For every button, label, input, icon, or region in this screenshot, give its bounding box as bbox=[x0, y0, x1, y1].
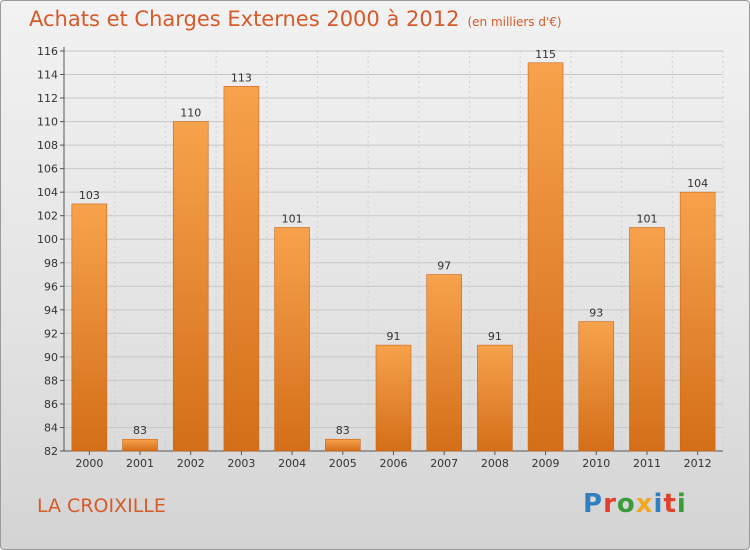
data-label-2003: 113 bbox=[231, 71, 252, 84]
y-tick-label: 92 bbox=[44, 327, 58, 340]
y-tick-label: 88 bbox=[44, 374, 58, 387]
bar-2004 bbox=[274, 227, 310, 452]
y-tick-label: 84 bbox=[44, 421, 58, 434]
x-tick-label-2006: 2006 bbox=[380, 457, 408, 470]
x-tick-label-2008: 2008 bbox=[481, 457, 509, 470]
bar-2007 bbox=[426, 274, 462, 452]
y-tick-label: 90 bbox=[44, 351, 58, 364]
data-label-2000: 103 bbox=[79, 189, 100, 202]
data-label-2006: 91 bbox=[387, 330, 401, 343]
x-tick-label-2001: 2001 bbox=[126, 457, 154, 470]
x-tick-label-2003: 2003 bbox=[227, 457, 255, 470]
x-tick-label-2010: 2010 bbox=[582, 457, 610, 470]
logo-letter: x bbox=[635, 489, 654, 519]
y-tick-label: 100 bbox=[37, 233, 58, 246]
logo-letter: i bbox=[653, 489, 664, 519]
x-tick-label-2007: 2007 bbox=[430, 457, 458, 470]
x-tick-label-2009: 2009 bbox=[532, 457, 560, 470]
bars bbox=[71, 62, 716, 452]
bar-2011 bbox=[629, 227, 665, 452]
data-label-2002: 110 bbox=[180, 107, 201, 120]
bar-2003 bbox=[223, 85, 260, 452]
chart-title-text: Achats et Charges Externes 2000 à 2012 bbox=[29, 7, 460, 31]
bar-2005 bbox=[325, 438, 361, 452]
y-tick-label: 82 bbox=[44, 445, 58, 458]
x-tick-label-2005: 2005 bbox=[329, 457, 357, 470]
bar-2008 bbox=[477, 344, 513, 452]
logo-letter: i bbox=[676, 489, 687, 519]
data-label-2007: 97 bbox=[437, 260, 451, 273]
y-tick-label: 104 bbox=[37, 186, 58, 199]
logo-letter: r bbox=[603, 489, 617, 519]
x-tick-label-2012: 2012 bbox=[684, 457, 712, 470]
data-label-2010: 93 bbox=[589, 307, 603, 320]
axes: 82 84 86 88 90 92 94 96 98 100 102 104 106 108 110 112 1… bbox=[37, 45, 723, 470]
y-tick-label: 98 bbox=[44, 257, 58, 270]
data-label-2004: 101 bbox=[282, 212, 303, 225]
x-tick-label-2011: 2011 bbox=[633, 457, 661, 470]
x-tick-label-2000: 2000 bbox=[75, 457, 103, 470]
bar-2010 bbox=[578, 321, 615, 452]
labels: 103 83 110 113 101 83 91 97 91 115 93 101 104 bbox=[79, 48, 708, 437]
logo-letter: o bbox=[616, 489, 636, 519]
y-tick-label: 116 bbox=[37, 45, 58, 58]
bar-2000 bbox=[71, 203, 108, 452]
y-tick-label: 108 bbox=[37, 139, 58, 152]
y-tick-label: 86 bbox=[44, 398, 58, 411]
x-tick-label-2004: 2004 bbox=[278, 457, 306, 470]
y-tick-label: 110 bbox=[37, 116, 58, 129]
data-label-2008: 91 bbox=[488, 330, 502, 343]
bar-2012 bbox=[679, 191, 716, 452]
y-tick-label: 106 bbox=[37, 163, 58, 176]
y-tick-label: 114 bbox=[37, 69, 58, 82]
bar-2002 bbox=[172, 121, 209, 452]
data-label-2005: 83 bbox=[336, 424, 350, 437]
bar-2006 bbox=[375, 344, 412, 452]
bar-2001 bbox=[122, 438, 158, 452]
x-tick-label-2002: 2002 bbox=[177, 457, 205, 470]
data-label-2011: 101 bbox=[636, 212, 657, 225]
logo-letter: t bbox=[663, 489, 677, 519]
logo-letter: P bbox=[583, 489, 604, 519]
y-tick-label: 96 bbox=[44, 280, 58, 293]
y-tick-label: 102 bbox=[37, 210, 58, 223]
data-label-2001: 83 bbox=[133, 424, 147, 437]
data-label-2012: 104 bbox=[687, 177, 708, 190]
data-label-2009: 115 bbox=[535, 48, 556, 61]
proxiti-logo: Proxiti bbox=[583, 489, 687, 519]
chart-unit: (en milliers d'€) bbox=[467, 15, 562, 29]
y-tick-label: 94 bbox=[44, 304, 58, 317]
y-tick-label: 112 bbox=[37, 92, 58, 105]
bar-2009 bbox=[527, 62, 564, 452]
location-name: LA CROIXILLE bbox=[37, 495, 166, 517]
chart-title: Achats et Charges Externes 2000 à 2012 (e… bbox=[29, 7, 562, 31]
